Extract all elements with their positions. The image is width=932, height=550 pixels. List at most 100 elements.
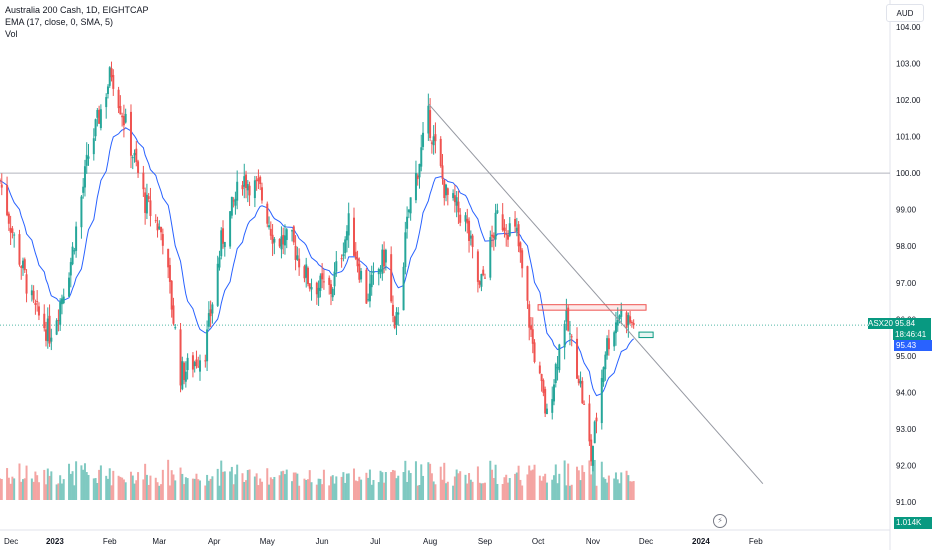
candle-body	[209, 309, 212, 317]
volume-bar	[441, 479, 444, 500]
y-tick-label: 101.00	[896, 133, 921, 142]
volume-bar	[55, 484, 58, 500]
volume-bar	[627, 475, 630, 500]
candle-body	[606, 338, 609, 356]
candle-body	[96, 110, 99, 118]
volume-bar	[11, 476, 14, 500]
candle-body	[124, 113, 127, 123]
candle-body	[577, 378, 580, 384]
candle-body	[204, 360, 207, 362]
volume-bar	[158, 485, 161, 500]
candle-body	[340, 258, 343, 260]
volume-bar	[335, 476, 338, 500]
candle-body	[71, 246, 74, 265]
volume-bar	[563, 460, 566, 500]
candle-body	[457, 201, 460, 213]
last-price-tag: ASX200 95.84 18:46:41	[868, 318, 932, 340]
volume-bar	[230, 466, 233, 500]
volume-bar	[625, 470, 628, 500]
candle-body	[358, 263, 361, 280]
lightning-icon[interactable]: ⚡	[713, 514, 727, 528]
candle-body	[223, 242, 226, 248]
candle-body	[315, 282, 318, 295]
volume-bar	[310, 482, 313, 500]
volume-bar	[583, 471, 586, 500]
candle-body	[390, 254, 393, 302]
candle-body	[614, 322, 617, 334]
volume-bar	[82, 469, 85, 500]
x-tick-label: 2024	[692, 537, 710, 546]
volume-bar	[283, 474, 286, 500]
volume-bar	[590, 474, 593, 500]
candle-body	[434, 134, 437, 142]
ema-indicator-label[interactable]: EMA (17, close, 0, SMA, 5)	[5, 17, 114, 27]
volume-bar	[60, 483, 63, 500]
candle-body	[540, 374, 543, 382]
volume-bar	[340, 476, 343, 500]
candle-body	[117, 89, 120, 109]
candle-body	[581, 380, 584, 404]
candle-body	[432, 136, 435, 146]
y-tick-label: 100.00	[896, 169, 921, 178]
volume-bar	[37, 482, 40, 500]
candle-body	[83, 166, 86, 188]
candle-body	[521, 250, 524, 269]
volume-bar	[538, 475, 541, 500]
volume-bar	[379, 470, 382, 500]
volume-bar	[422, 475, 425, 500]
candle-body	[170, 280, 173, 310]
volume-bar	[514, 473, 517, 500]
volume-bar	[124, 482, 127, 500]
volume-bar	[266, 468, 269, 500]
volume-bar	[69, 473, 72, 500]
price-tag-price: 95.84	[895, 319, 916, 328]
volume-bar	[519, 479, 522, 500]
candle-body	[168, 265, 171, 282]
symbol-title[interactable]: Australia 200 Cash, 1D, EIGHTCAP	[5, 5, 149, 15]
candle-body	[305, 264, 308, 278]
volume-bar	[501, 483, 504, 500]
volume-bar	[197, 479, 200, 500]
volume-bar	[122, 479, 125, 500]
volume-bar	[206, 474, 209, 500]
candle-body	[69, 262, 72, 276]
candle-body	[446, 188, 449, 195]
candle-body	[271, 234, 274, 244]
volume-bar	[253, 476, 256, 500]
candle-body	[632, 322, 635, 326]
x-tick-label: May	[260, 537, 275, 546]
candle-body	[501, 214, 504, 231]
volume-bar	[156, 482, 159, 500]
candle-body	[80, 196, 83, 228]
candle-body	[384, 249, 387, 263]
volume-bar	[570, 484, 573, 500]
candle-body	[108, 67, 111, 86]
candle-body	[365, 269, 368, 304]
candle-body	[616, 320, 619, 326]
candle-body	[285, 229, 288, 240]
y-tick-label: 103.00	[896, 60, 921, 69]
candle-body	[260, 187, 263, 201]
candle-body	[131, 157, 134, 159]
candle-body	[23, 259, 26, 271]
candle-body	[328, 277, 331, 285]
volume-bar	[191, 478, 194, 500]
price-tag-countdown: 18:46:41	[895, 330, 927, 339]
candle-body	[306, 267, 309, 285]
volume-bar	[195, 473, 198, 500]
currency-button[interactable]: AUD	[886, 4, 924, 22]
candle-body	[191, 355, 194, 370]
candle-body	[455, 197, 458, 206]
candle-body	[133, 152, 136, 156]
volume-bar	[476, 466, 479, 500]
volume-indicator-label[interactable]: Vol	[5, 29, 18, 39]
candle-body	[218, 257, 221, 268]
volume-bar	[439, 466, 442, 500]
volume-bar	[269, 477, 272, 500]
volume-bar	[319, 478, 322, 500]
candle-body	[119, 106, 122, 115]
candle-body	[222, 228, 225, 244]
candle-body	[533, 342, 536, 362]
